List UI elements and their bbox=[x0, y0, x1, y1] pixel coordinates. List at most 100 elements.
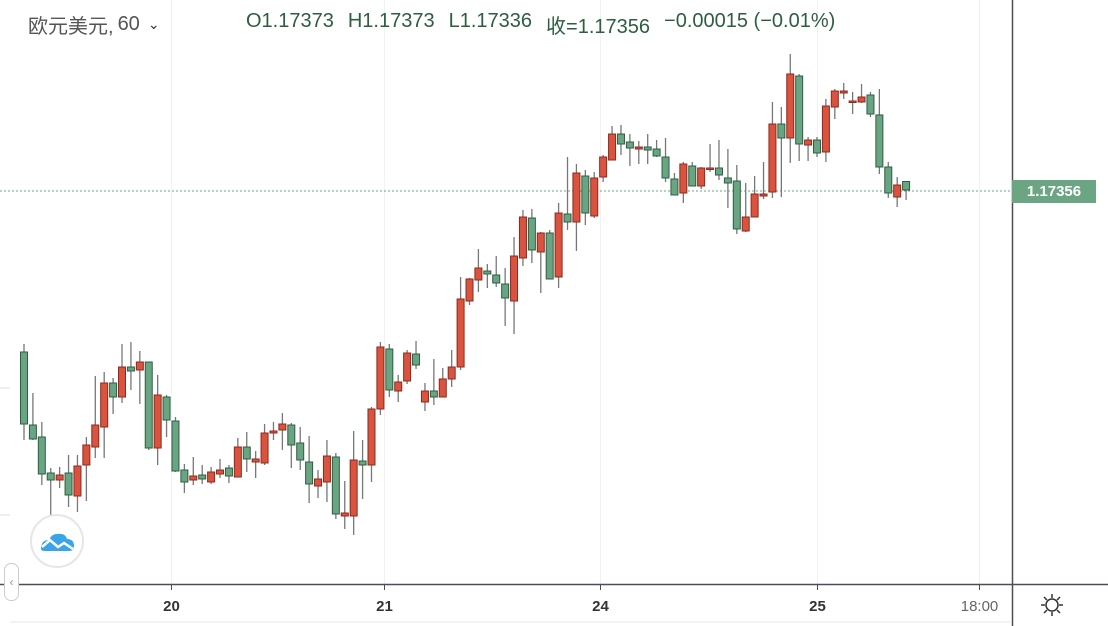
candle-body bbox=[884, 166, 893, 194]
candle-down bbox=[652, 140, 661, 157]
candle-up bbox=[608, 126, 617, 161]
candle-up bbox=[153, 375, 162, 465]
candle-body bbox=[438, 378, 447, 398]
candle-up bbox=[750, 176, 759, 218]
candle-down bbox=[429, 359, 438, 405]
candle-body bbox=[688, 165, 697, 187]
candle-body bbox=[572, 172, 581, 223]
candle-down bbox=[37, 422, 46, 485]
candle-body bbox=[305, 461, 314, 485]
candle-up bbox=[73, 455, 82, 512]
candle-up bbox=[474, 249, 483, 292]
sun-gear-icon[interactable] bbox=[1040, 593, 1064, 617]
candle-body bbox=[795, 75, 804, 145]
candle-body bbox=[563, 213, 572, 223]
candle-down bbox=[625, 134, 634, 166]
x-tick-label: 20 bbox=[163, 598, 180, 615]
candle-body bbox=[768, 123, 777, 193]
candle-up bbox=[322, 440, 331, 502]
candle-body bbox=[296, 442, 305, 461]
candle-body bbox=[518, 216, 527, 259]
candle-down bbox=[358, 440, 367, 499]
candle-down bbox=[875, 89, 884, 174]
candle-body bbox=[412, 353, 421, 366]
candle-body bbox=[287, 424, 296, 446]
candle-body bbox=[64, 472, 73, 496]
candle-up bbox=[260, 424, 269, 465]
candle-down bbox=[527, 209, 536, 263]
candle-body bbox=[126, 366, 135, 372]
candle-down bbox=[198, 465, 207, 484]
candle-up bbox=[394, 375, 403, 402]
candle-down bbox=[501, 268, 510, 326]
candle-up bbox=[741, 183, 750, 232]
candle-body bbox=[358, 460, 367, 466]
candle-down bbox=[777, 107, 786, 197]
candle-body bbox=[224, 467, 233, 477]
candle-body bbox=[697, 167, 706, 187]
x-tick-label: 24 bbox=[592, 598, 609, 615]
candle-up bbox=[207, 467, 216, 484]
candle-up bbox=[447, 350, 456, 387]
logo[interactable] bbox=[30, 514, 84, 568]
candle-body bbox=[625, 141, 634, 149]
x-tick-label: 21 bbox=[376, 598, 393, 615]
candle-up bbox=[599, 155, 608, 182]
candle-body bbox=[483, 270, 492, 275]
candle-up bbox=[367, 407, 376, 482]
candle-body bbox=[777, 123, 786, 139]
candle-up bbox=[91, 376, 100, 458]
candle-up bbox=[349, 431, 358, 535]
candle-body bbox=[260, 432, 269, 464]
candle-body bbox=[661, 156, 670, 179]
candle-down bbox=[109, 378, 118, 414]
close-value: 收=1.17356 bbox=[546, 16, 651, 38]
candle-down bbox=[884, 162, 893, 198]
candle-body bbox=[536, 232, 545, 253]
candle-body bbox=[251, 458, 260, 463]
candle-down bbox=[171, 417, 180, 472]
candle-body bbox=[100, 382, 109, 428]
candle-body bbox=[349, 459, 358, 517]
candle-body bbox=[109, 382, 118, 398]
candle-up bbox=[848, 92, 857, 114]
candle-body bbox=[242, 446, 251, 460]
candle-up bbox=[278, 413, 287, 450]
candle-body bbox=[171, 420, 180, 472]
candle-body bbox=[376, 346, 385, 410]
candle-body bbox=[830, 90, 839, 108]
candle-body bbox=[599, 156, 608, 178]
candle-up bbox=[572, 164, 581, 251]
collapse-button[interactable]: ‹ bbox=[4, 563, 19, 601]
candle-body bbox=[670, 178, 679, 196]
candle-body bbox=[679, 163, 688, 194]
candle-body bbox=[153, 394, 162, 449]
candle-down bbox=[688, 162, 697, 187]
candle-up bbox=[510, 237, 519, 334]
candle-down bbox=[643, 134, 652, 164]
candle-up bbox=[804, 137, 813, 161]
candle-body bbox=[180, 469, 189, 483]
open-value: O1.17373 bbox=[246, 10, 334, 32]
candle-body bbox=[608, 133, 617, 161]
candle-body bbox=[706, 167, 715, 170]
candle-up bbox=[118, 344, 127, 403]
candle-body bbox=[732, 180, 741, 230]
candle-body bbox=[367, 408, 376, 466]
candle-up bbox=[189, 457, 198, 485]
cloud-chart-logo-icon bbox=[41, 533, 74, 551]
candle-down bbox=[224, 465, 233, 483]
candle-down bbox=[412, 341, 421, 369]
chevron-down-icon: ⌄ bbox=[147, 16, 160, 32]
candle-body bbox=[714, 167, 723, 176]
candle-up bbox=[590, 172, 599, 218]
symbol-selector[interactable]: 欧元美元, 60 ⌄ bbox=[28, 10, 160, 39]
interval: 60 bbox=[117, 13, 140, 35]
candle-down bbox=[492, 256, 501, 287]
candle-body bbox=[839, 90, 848, 94]
candle-down bbox=[581, 170, 590, 225]
candle-up bbox=[100, 372, 109, 458]
candle-up bbox=[786, 54, 795, 163]
candle-body bbox=[420, 390, 429, 403]
